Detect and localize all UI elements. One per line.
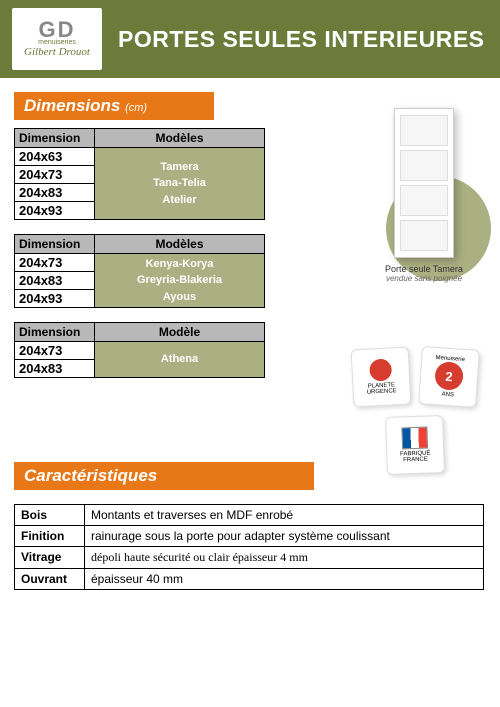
char-key: Finition bbox=[15, 526, 85, 547]
model-name: Kenya-Korya bbox=[95, 256, 264, 273]
door-image bbox=[394, 108, 454, 258]
badge-text: ANS bbox=[441, 392, 454, 399]
col-models: Modèles bbox=[95, 235, 265, 254]
table-row: Bois Montants et traverses en MDF enrobé bbox=[15, 505, 484, 526]
section-dimensions-heading: Dimensions (cm) bbox=[14, 92, 214, 120]
badge-warranty: Menuiserie 2 ANS bbox=[418, 346, 480, 408]
dim-cell: 204x93 bbox=[15, 290, 95, 308]
door-panel bbox=[400, 185, 448, 216]
col-dimension: Dimension bbox=[15, 129, 95, 148]
col-dimension: Dimension bbox=[15, 235, 95, 254]
dimension-table-2: Dimension Modèles 204x73 Kenya-Korya Gre… bbox=[14, 234, 265, 308]
col-models: Modèles bbox=[95, 129, 265, 148]
logo-line2: Gilbert Drouot bbox=[24, 46, 90, 58]
model-name: Tamera bbox=[95, 159, 264, 176]
table-row: Finition rainurage sous la porte pour ad… bbox=[15, 526, 484, 547]
dim-cell: 204x83 bbox=[15, 360, 95, 378]
badge-text: FRANCE bbox=[403, 457, 428, 464]
door-panel bbox=[400, 115, 448, 146]
characteristics-table: Bois Montants et traverses en MDF enrobé… bbox=[14, 504, 484, 590]
dimensions-unit: (cm) bbox=[125, 102, 147, 114]
char-key: Vitrage bbox=[15, 547, 85, 569]
model-cell: Athena bbox=[95, 342, 265, 378]
section-characteristics-heading: Caractéristiques bbox=[14, 462, 314, 490]
badge-made-in-france: FABRIQUÉ FRANCE bbox=[385, 415, 445, 475]
logo-line1: menuiseries bbox=[38, 39, 76, 46]
dim-cell: 204x83 bbox=[15, 272, 95, 290]
brand-logo: GD menuiseries Gilbert Drouot bbox=[12, 8, 102, 70]
page-title: PORTES SEULES INTERIEURES bbox=[118, 26, 485, 53]
char-value: Montants et traverses en MDF enrobé bbox=[85, 505, 484, 526]
tables-area: Porte seule Tamera vendue sans poignée D… bbox=[0, 128, 500, 378]
char-value: dépoli haute sécurité ou clair épaisseur… bbox=[85, 547, 484, 569]
dim-cell: 204x93 bbox=[15, 202, 95, 220]
dimensions-label: Dimensions bbox=[24, 96, 120, 115]
dim-cell: 204x73 bbox=[15, 342, 95, 360]
france-flag-icon bbox=[401, 427, 428, 450]
char-value: épaisseur 40 mm bbox=[85, 569, 484, 590]
dimension-table-3: Dimension Modèle 204x73 Athena 204x83 bbox=[14, 322, 265, 378]
dimension-table-1: Dimension Modèles 204x63 Tamera Tana-Tel… bbox=[14, 128, 265, 220]
col-dimension: Dimension bbox=[15, 323, 95, 342]
page-header: GD menuiseries Gilbert Drouot PORTES SEU… bbox=[0, 0, 500, 78]
badges-group: PLANETE URGENCE Menuiserie 2 ANS FABRIQU… bbox=[340, 348, 490, 474]
table-row: Ouvrant épaisseur 40 mm bbox=[15, 569, 484, 590]
globe-icon bbox=[369, 358, 392, 381]
badge-text: URGENCE bbox=[367, 388, 397, 396]
caption-main: Porte seule Tamera bbox=[354, 264, 494, 274]
warranty-years: 2 bbox=[445, 368, 453, 383]
logo-initials: GD bbox=[39, 20, 76, 40]
model-name: Atelier bbox=[95, 192, 264, 209]
model-name: Athena bbox=[95, 351, 264, 368]
model-name: Tana-Telia bbox=[95, 175, 264, 192]
dim-cell: 204x73 bbox=[15, 254, 95, 272]
col-model: Modèle bbox=[95, 323, 265, 342]
model-name: Greyria-Blakeria bbox=[95, 272, 264, 289]
dim-cell: 204x83 bbox=[15, 184, 95, 202]
dim-cell: 204x73 bbox=[15, 166, 95, 184]
dim-cell: 204x63 bbox=[15, 148, 95, 166]
model-cell: Tamera Tana-Telia Atelier bbox=[95, 148, 265, 220]
door-preview: Porte seule Tamera vendue sans poignée bbox=[354, 108, 494, 283]
char-key: Ouvrant bbox=[15, 569, 85, 590]
door-panel bbox=[400, 150, 448, 181]
model-cell: Kenya-Korya Greyria-Blakeria Ayous bbox=[95, 254, 265, 308]
char-value: rainurage sous la porte pour adapter sys… bbox=[85, 526, 484, 547]
table-row: Vitrage dépoli haute sécurité ou clair é… bbox=[15, 547, 484, 569]
caption-sub: vendue sans poignée bbox=[354, 274, 494, 283]
char-key: Bois bbox=[15, 505, 85, 526]
warranty-icon: 2 bbox=[434, 361, 464, 391]
badge-planete-urgence: PLANETE URGENCE bbox=[351, 347, 412, 408]
model-name: Ayous bbox=[95, 289, 264, 306]
door-caption: Porte seule Tamera vendue sans poignée bbox=[354, 264, 494, 283]
door-panel bbox=[400, 220, 448, 251]
